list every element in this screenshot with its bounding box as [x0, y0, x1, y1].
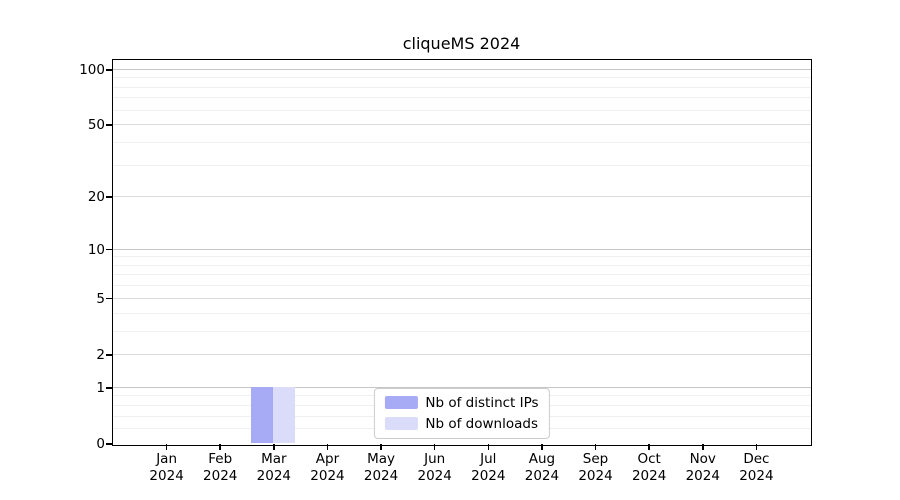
y-gridline-20 [112, 196, 811, 198]
x-tick-aug-2024 [541, 444, 543, 450]
x-tick-jan-2024 [165, 444, 168, 450]
bar-nb-of-distinct-ips-mar-2024 [251, 387, 274, 444]
legend-entry-downloads: Nb of downloads [384, 416, 538, 432]
y-tick-100 [106, 69, 112, 71]
y-tick-1 [106, 387, 112, 389]
y-gridline-minor-4 [112, 312, 811, 314]
legend: Nb of distinct IPs Nb of downloads [373, 387, 550, 439]
x-tick-mar-2024 [273, 444, 275, 450]
x-tick-apr-2024 [326, 444, 329, 450]
y-tick-label-5: 5 [96, 290, 105, 307]
y-gridline-10 [112, 248, 811, 250]
y-tick-label-50: 50 [87, 117, 105, 134]
x-tick-feb-2024 [219, 444, 221, 450]
y-tick-label-1: 1 [96, 379, 105, 396]
x-tick-label-dec-2024: Dec 2024 [739, 451, 774, 484]
y-tick-5 [106, 297, 112, 300]
legend-label-distinct-ips: Nb of distinct IPs [425, 394, 539, 411]
y-gridline-minor-70 [112, 97, 811, 99]
x-tick-jun-2024 [433, 444, 436, 450]
y-gridline-1 [112, 386, 811, 388]
x-tick-dec-2024 [755, 444, 758, 450]
y-tick-label-20: 20 [87, 189, 105, 206]
x-tick-label-apr-2024: Apr 2024 [310, 451, 345, 484]
legend-swatch-distinct-ips [384, 396, 418, 409]
y-tick-label-10: 10 [87, 241, 105, 258]
x-tick-label-sep-2024: Sep 2024 [578, 451, 613, 484]
y-gridline-minor-30 [112, 164, 811, 166]
y-gridline-minor-7 [112, 274, 811, 276]
y-tick-label-2: 2 [96, 346, 105, 363]
x-tick-label-feb-2024: Feb 2024 [203, 451, 238, 484]
y-gridline-minor-6 [112, 285, 811, 287]
legend-swatch-downloads [384, 417, 418, 430]
y-gridline-5 [112, 297, 811, 299]
x-tick-sep-2024 [594, 444, 597, 450]
y-tick-label-0: 0 [96, 436, 105, 452]
x-tick-label-nov-2024: Nov 2024 [685, 451, 720, 484]
x-tick-label-mar-2024: Mar 2024 [256, 451, 292, 484]
y-gridline-minor-40 [112, 141, 811, 143]
y-tick-10 [106, 248, 112, 251]
y-gridline-minor-80 [112, 86, 811, 88]
y-gridline-2 [112, 353, 811, 355]
y-tick-0 [106, 443, 112, 445]
x-tick-jul-2024 [487, 444, 490, 450]
x-tick-label-may-2024: May 2024 [363, 451, 399, 484]
x-tick-label-jan-2024: Jan 2024 [149, 451, 184, 484]
legend-entry-distinct-ips: Nb of distinct IPs [384, 394, 539, 411]
x-tick-oct-2024 [648, 444, 650, 450]
y-gridline-100 [112, 68, 811, 70]
y-gridline-minor-8 [112, 264, 811, 266]
y-tick-50 [106, 124, 112, 126]
y-gridline-minor-9 [112, 256, 811, 258]
chart-title: cliqueMS 2024 [402, 34, 521, 53]
y-tick-2 [106, 354, 112, 356]
y-tick-label-100: 100 [79, 61, 105, 78]
legend-label-downloads: Nb of downloads [425, 415, 538, 432]
x-tick-label-jul-2024: Jul 2024 [471, 451, 506, 484]
x-tick-nov-2024 [702, 444, 704, 450]
y-gridline-50 [112, 124, 811, 126]
x-tick-label-jun-2024: Jun 2024 [417, 451, 452, 484]
bar-nb-of-downloads-mar-2024 [273, 387, 296, 444]
y-gridline-minor-60 [112, 109, 811, 111]
x-tick-label-aug-2024: Aug 2024 [524, 451, 560, 484]
plot-area: Nb of distinct IPs Nb of downloads [111, 58, 812, 446]
x-tick-may-2024 [380, 444, 382, 450]
y-tick-20 [106, 196, 112, 198]
x-tick-label-oct-2024: Oct 2024 [631, 451, 667, 484]
y-gridline-minor-3 [112, 330, 811, 332]
y-gridline-minor-90 [112, 77, 811, 79]
